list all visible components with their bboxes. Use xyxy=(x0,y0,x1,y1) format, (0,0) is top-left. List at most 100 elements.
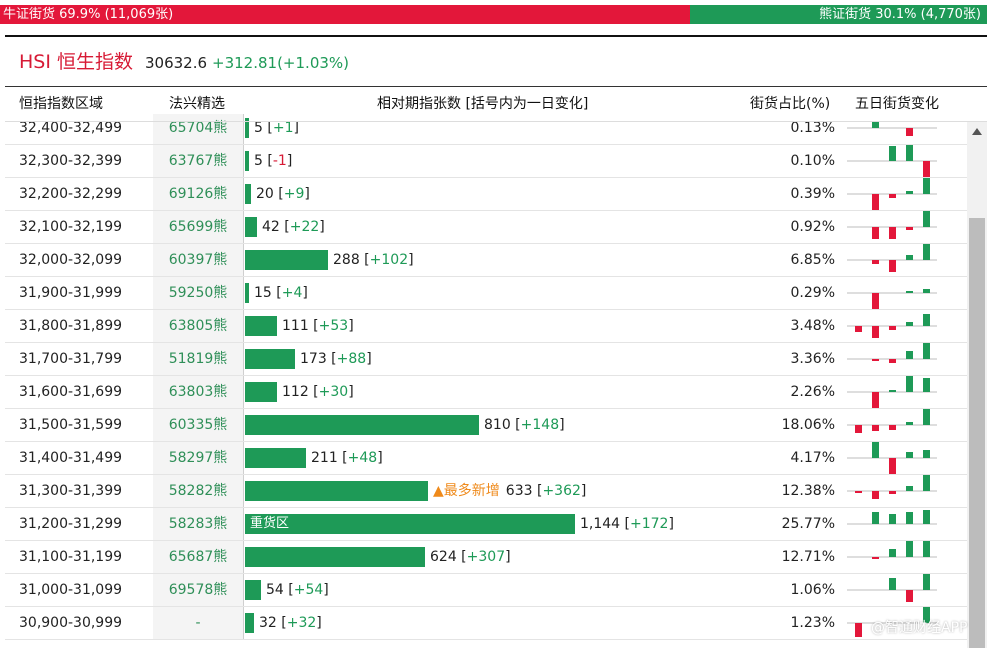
row-day-change: +362 xyxy=(542,483,581,499)
table-row[interactable]: 32,200-32,299 69126熊 20 [+9] 0.39% xyxy=(5,178,967,211)
row-five-day-chart xyxy=(847,409,937,433)
table-row[interactable]: 31,700-31,799 51819熊 173 [+88] 3.36% xyxy=(5,343,967,376)
table-row[interactable]: 31,300-31,399 58282熊 ▲最多新增 633 [+362] 12.38% xyxy=(5,475,967,508)
row-day-change: +22 xyxy=(289,219,320,235)
vertical-scrollbar[interactable] xyxy=(967,122,987,648)
table-row[interactable]: 31,600-31,699 63803熊 112 [+30] 2.26% xyxy=(5,376,967,409)
street-cargo-table-body[interactable]: 32,400-32,499 65704熊 5 [+1] 0.13% 32,300-32,… xyxy=(5,114,967,648)
scroll-up-arrow-icon[interactable] xyxy=(972,128,982,135)
col-header-selection: 法兴精选 xyxy=(169,96,225,112)
table-row[interactable]: 31,500-31,599 60335熊 810 [+148] 18.06% xyxy=(5,409,967,442)
row-warrant-code[interactable]: 65704熊 xyxy=(153,114,243,144)
row-range: 32,100-32,199 xyxy=(19,219,123,235)
row-contract-count: 112 xyxy=(282,384,309,400)
row-five-day-chart xyxy=(847,122,937,136)
five-day-bar xyxy=(906,227,913,230)
row-contract-bar: 重货区 xyxy=(245,514,575,534)
row-warrant-code[interactable]: 58282熊 xyxy=(153,475,243,507)
row-day-change: +54 xyxy=(293,582,324,598)
row-warrant-code[interactable]: 69126熊 xyxy=(153,178,243,210)
table-row[interactable]: 32,300-32,399 63767熊 5 [-1] 0.10% xyxy=(5,145,967,178)
row-contract-label: 112 [+30] xyxy=(282,384,354,400)
five-day-bar xyxy=(923,211,930,227)
row-warrant-code[interactable]: 51819熊 xyxy=(153,343,243,375)
five-day-bar xyxy=(923,409,930,425)
row-day-change: -1 xyxy=(272,153,287,169)
five-day-bar xyxy=(855,425,862,433)
row-contract-count: 54 xyxy=(266,582,284,598)
row-five-day-chart xyxy=(847,178,937,210)
five-day-bar xyxy=(923,574,930,590)
row-warrant-code[interactable]: 58297熊 xyxy=(153,442,243,474)
five-day-bar xyxy=(906,322,913,326)
row-range: 31,800-31,899 xyxy=(19,318,123,334)
row-share-percent: 25.77% xyxy=(781,516,835,532)
row-five-day-chart xyxy=(847,574,937,602)
row-warrant-code[interactable]: 63767熊 xyxy=(153,145,243,177)
row-warrant-code[interactable]: - xyxy=(153,607,243,639)
row-warrant-code[interactable]: 65687熊 xyxy=(153,541,243,573)
bear-share-segment: 熊证街货 30.1% (4,770张) xyxy=(690,5,987,24)
table-row[interactable]: 31,400-31,499 58297熊 211 [+48] 4.17% xyxy=(5,442,967,475)
table-row[interactable]: 32,400-32,499 65704熊 5 [+1] 0.13% xyxy=(5,114,967,145)
five-day-bar xyxy=(889,514,896,524)
row-contract-bar xyxy=(245,316,277,336)
row-contract-count: 32 xyxy=(259,615,277,631)
row-warrant-code[interactable]: 63805熊 xyxy=(153,310,243,342)
row-relative-bar-area: 173 [+88] xyxy=(243,343,733,375)
five-day-bar xyxy=(923,343,930,359)
five-day-bar xyxy=(923,178,930,194)
five-day-bar xyxy=(872,442,879,458)
five-day-bar xyxy=(923,314,930,326)
row-contract-bar xyxy=(245,151,249,171)
row-warrant-code[interactable]: 60397熊 xyxy=(153,244,243,276)
row-share-percent: 1.06% xyxy=(790,582,835,598)
row-five-day-chart xyxy=(847,442,937,474)
table-row[interactable]: 31,200-31,299 58283熊 重货区 1,144 [+172] 25.77% xyxy=(5,508,967,541)
row-contract-count: 15 xyxy=(254,285,272,301)
row-warrant-code[interactable]: 65699熊 xyxy=(153,211,243,243)
table-row[interactable]: 32,100-32,199 65699熊 42 [+22] 0.92% xyxy=(5,211,967,244)
row-range: 31,400-31,499 xyxy=(19,450,123,466)
row-share-percent: 12.71% xyxy=(781,549,835,565)
five-day-bar xyxy=(872,260,879,264)
table-row[interactable]: 30,900-30,999 -32 [+32] 1.23% xyxy=(5,607,967,640)
table-row[interactable]: 31,100-31,199 65687熊 624 [+307] 12.71% xyxy=(5,541,967,574)
row-contract-label: ▲最多新增 633 [+362] xyxy=(433,483,587,499)
row-warrant-code[interactable]: 59250熊 xyxy=(153,277,243,309)
row-warrant-code[interactable]: 60335熊 xyxy=(153,409,243,441)
five-day-bar xyxy=(872,194,879,210)
row-share-percent: 3.48% xyxy=(790,318,835,334)
row-contract-count: 111 xyxy=(282,318,309,334)
five-day-bar xyxy=(872,557,879,559)
row-share-percent: 0.29% xyxy=(790,285,835,301)
row-relative-bar-area: 15 [+4] xyxy=(243,277,733,309)
five-day-bar xyxy=(872,425,879,431)
row-contract-label: 42 [+22] xyxy=(262,219,325,235)
row-five-day-chart xyxy=(847,244,937,272)
row-range: 31,600-31,699 xyxy=(19,384,123,400)
row-contract-bar xyxy=(245,580,261,600)
row-day-change: +48 xyxy=(347,450,378,466)
row-relative-bar-area: 5 [-1] xyxy=(243,145,733,177)
row-range: 31,700-31,799 xyxy=(19,351,123,367)
table-row[interactable]: 31,800-31,899 63805熊 111 [+53] 3.48% xyxy=(5,310,967,343)
table-row[interactable]: 32,000-32,099 60397熊 288 [+102] 6.85% xyxy=(5,244,967,277)
scroll-thumb[interactable] xyxy=(969,218,985,648)
row-contract-label: 5 [+1] xyxy=(254,120,299,136)
row-five-day-chart xyxy=(847,289,937,309)
five-day-bar xyxy=(889,260,896,272)
row-warrant-code[interactable]: 63803熊 xyxy=(153,376,243,408)
table-row[interactable]: 31,000-31,099 69578熊 54 [+54] 1.06% xyxy=(5,574,967,607)
row-relative-bar-area: 5 [+1] xyxy=(243,114,733,144)
row-contract-label: 173 [+88] xyxy=(300,351,372,367)
five-day-bar xyxy=(889,390,896,392)
five-day-bar xyxy=(872,326,879,338)
row-warrant-code[interactable]: 58283熊 xyxy=(153,508,243,540)
table-row[interactable]: 31,900-31,999 59250熊 15 [+4] 0.29% xyxy=(5,277,967,310)
five-day-bar xyxy=(906,486,913,491)
row-warrant-code[interactable]: 69578熊 xyxy=(153,574,243,606)
row-relative-bar-area: ▲最多新增 633 [+362] xyxy=(243,475,733,507)
row-share-percent: 3.36% xyxy=(790,351,835,367)
five-day-bar xyxy=(923,161,930,177)
